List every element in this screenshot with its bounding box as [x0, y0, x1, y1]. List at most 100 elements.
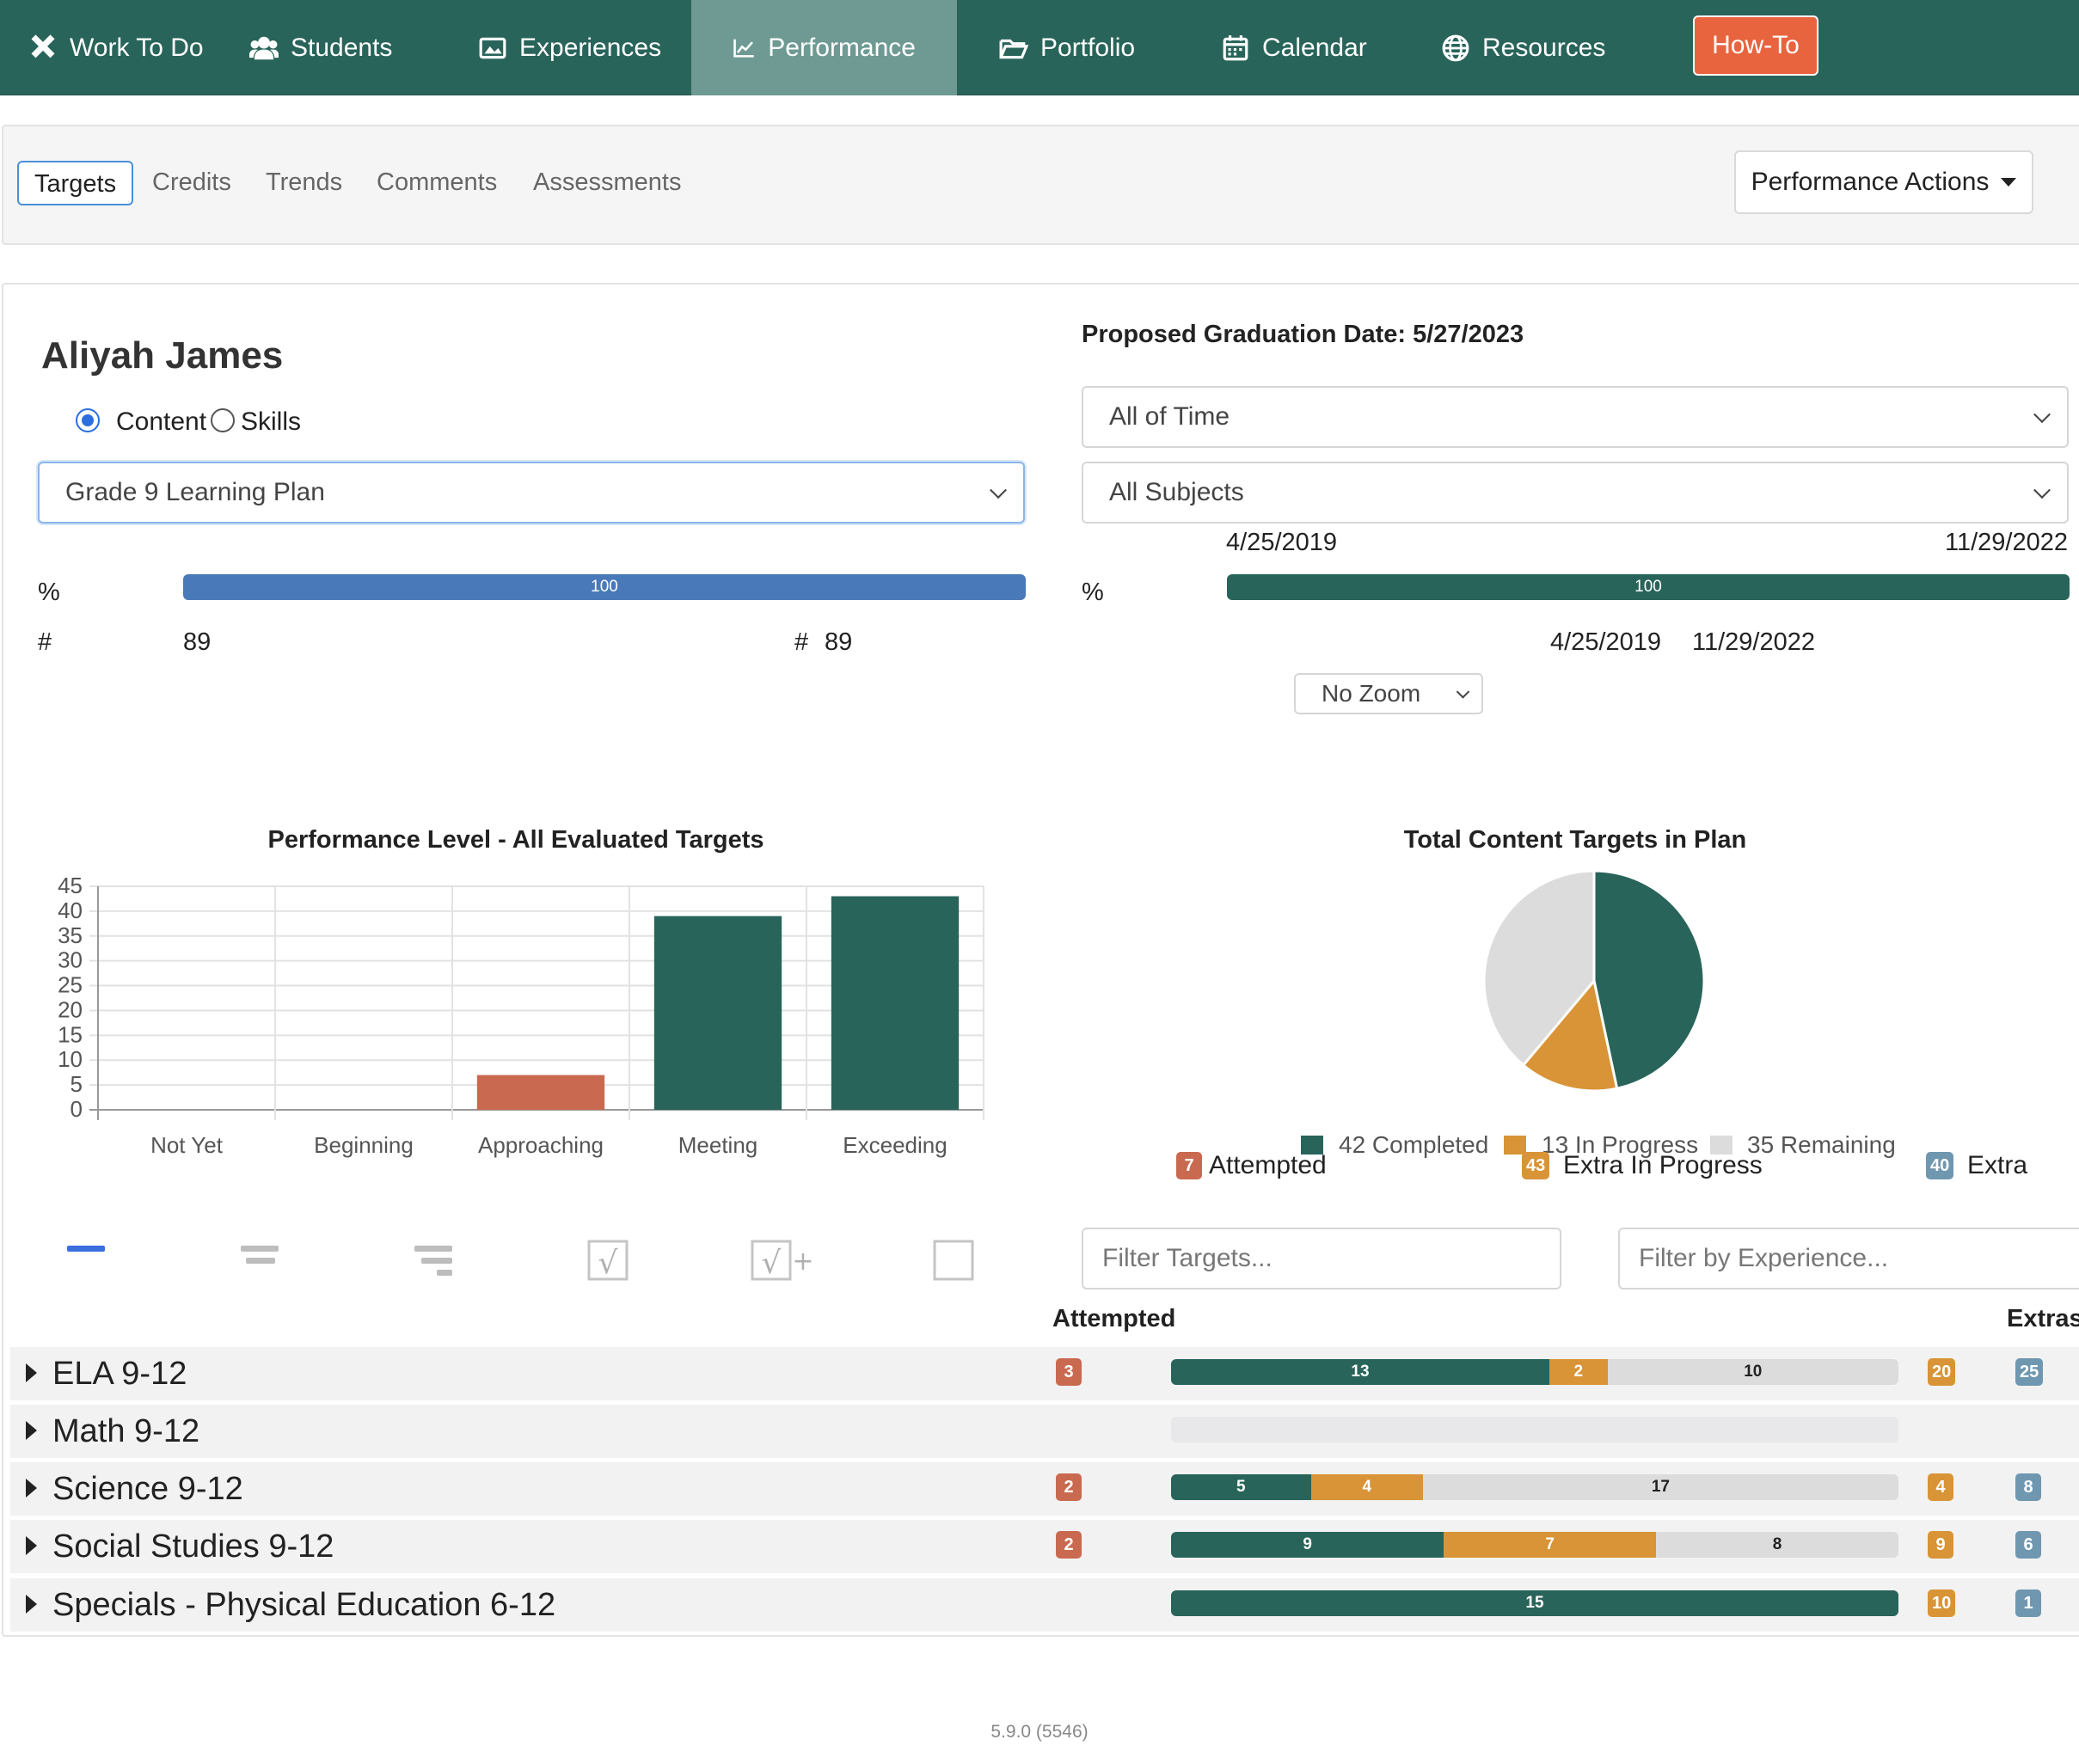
align-single-icon[interactable]	[65, 1240, 108, 1275]
time-progress-value: 100	[1634, 578, 1662, 596]
zoom-select[interactable]: No Zoom	[1294, 673, 1483, 714]
checkbox-root-plus-icon[interactable]: √ +	[750, 1239, 819, 1283]
tab-credits[interactable]: Credits	[152, 168, 231, 196]
extras-header: Extras	[2007, 1305, 2079, 1332]
content-radio[interactable]	[76, 408, 100, 432]
x-tick-label: Approaching	[478, 1132, 604, 1158]
nav-label: Performance	[768, 33, 916, 62]
legend-swatch-completed	[1301, 1136, 1323, 1155]
bar-approaching[interactable]	[476, 1075, 605, 1110]
nav-portfolio[interactable]: Portfolio	[999, 0, 1135, 95]
segment-completed: 9	[1171, 1532, 1444, 1558]
empty-checkbox-icon[interactable]	[932, 1239, 977, 1283]
time-range-select[interactable]: All of Time	[1082, 386, 2069, 448]
calendar-icon	[1223, 34, 1248, 60]
align-double-icon[interactable]	[237, 1240, 280, 1275]
align-triple-icon[interactable]	[411, 1240, 454, 1280]
learning-plan-select[interactable]: Grade 9 Learning Plan	[38, 462, 1025, 524]
x-tick-label: Beginning	[314, 1132, 414, 1158]
percent-label: %	[38, 579, 60, 606]
subject-select[interactable]: All Subjects	[1082, 462, 2069, 524]
y-tick-label: 10	[58, 1046, 83, 1072]
nav-experiences[interactable]: Experiences	[478, 0, 661, 95]
nav-performance[interactable]: Performance	[691, 0, 957, 95]
tab-comments[interactable]: Comments	[377, 168, 498, 196]
chart-line-icon	[733, 39, 754, 58]
skills-radio[interactable]	[211, 408, 235, 432]
extra-in-progress-label: Extra In Progress	[1563, 1151, 1763, 1179]
plan-progress-value: 100	[591, 578, 618, 596]
pie-slice-remaining[interactable]	[1482, 869, 1596, 1068]
attempted-count-badge: 3	[1056, 1358, 1082, 1386]
caret-right-icon[interactable]	[26, 1536, 37, 1555]
count-right-value: 89	[825, 628, 853, 656]
y-tick-label: 0	[71, 1096, 83, 1122]
caret-right-icon[interactable]	[26, 1363, 37, 1382]
time-progress-bar: 100	[1227, 574, 2070, 600]
how-to-button[interactable]: How-To	[1693, 15, 1818, 76]
subject-name: ELA 9-12	[52, 1356, 187, 1392]
range-end-date-2: 11/29/2022	[1692, 628, 1815, 656]
extra-label: Extra	[1967, 1151, 2028, 1179]
y-tick-label: 35	[58, 922, 83, 948]
tab-assessments[interactable]: Assessments	[533, 168, 682, 196]
subject-row[interactable]: Specials - Physical Education 6-12 15 10 1	[10, 1578, 2079, 1632]
nav-calendar[interactable]: Calendar	[1221, 0, 1367, 95]
tab-targets[interactable]: Targets	[17, 161, 134, 205]
subject-row[interactable]: Science 9-12 2 5 4 17 4 8	[10, 1462, 2079, 1516]
extra-count-badge: 1	[2015, 1589, 2041, 1617]
extra-in-progress-count-badge: 20	[1928, 1358, 1956, 1386]
tab-trends[interactable]: Trends	[266, 168, 343, 196]
checkbox-root-icon[interactable]: √	[586, 1239, 631, 1283]
attempted-header: Attempted	[1052, 1305, 1176, 1332]
student-name: Aliyah James	[41, 334, 284, 377]
filter-experience-input[interactable]: Filter by Experience...	[1618, 1228, 2079, 1289]
segment-in-progress: 2	[1549, 1359, 1608, 1385]
pie-slice-in-progress[interactable]	[1521, 977, 1619, 1093]
nav-students[interactable]: Students	[249, 0, 392, 95]
legend-swatch-remaining	[1710, 1136, 1732, 1155]
caret-right-icon[interactable]	[26, 1595, 37, 1614]
subject-row[interactable]: Math 9-12	[10, 1405, 2079, 1458]
chevron-down-icon	[1456, 685, 1470, 699]
folder-open-icon	[999, 39, 1028, 58]
y-tick-label: 20	[58, 996, 83, 1022]
caret-down-icon	[2001, 178, 2017, 187]
filter-targets-input[interactable]: Filter Targets...	[1082, 1228, 1561, 1289]
nav-work-to-do[interactable]: Work To Do	[28, 0, 204, 95]
y-tick-label: 30	[58, 947, 83, 973]
nav-resources[interactable]: Resources	[1441, 0, 1605, 95]
y-tick-label: 25	[58, 972, 83, 998]
subject-row[interactable]: Social Studies 9-12 2 9 7 8 9 6	[10, 1520, 2079, 1573]
pie-chart-title: Total Content Targets in Plan	[1403, 826, 1747, 854]
subject-progress-bar: 13 2 10	[1171, 1359, 1898, 1385]
caret-right-icon[interactable]	[26, 1421, 37, 1440]
bar-chart-title: Performance Level - All Evaluated Target…	[267, 826, 764, 854]
graduation-date: Proposed Graduation Date: 5/27/2023	[1082, 321, 1524, 349]
zoom-value: No Zoom	[1322, 680, 1421, 707]
y-tick-label: 40	[58, 897, 83, 923]
percent-label-right: %	[1082, 579, 1104, 606]
segment-remaining: 10	[1607, 1359, 1898, 1385]
pie-slice-completed[interactable]	[1592, 869, 1706, 1090]
nav-label: Experiences	[519, 33, 662, 62]
image-icon	[479, 37, 506, 58]
extra-count-badge: 6	[2015, 1531, 2041, 1559]
performance-actions-button[interactable]: Performance Actions	[1734, 150, 2033, 214]
legend-swatch-in-progress	[1504, 1136, 1526, 1155]
y-tick-label: 45	[58, 878, 83, 898]
bar-meeting[interactable]	[653, 916, 782, 1110]
graduation-label: Proposed Graduation Date:	[1082, 321, 1407, 348]
bar-exceeding[interactable]	[831, 896, 960, 1110]
attempted-count-badge: 2	[1056, 1473, 1082, 1501]
x-tick-label: Exceeding	[843, 1132, 947, 1158]
subject-progress-bar	[1171, 1417, 1898, 1442]
performance-subtabs: Targets Credits Trends Comments Assessme…	[2, 125, 2079, 245]
caret-right-icon[interactable]	[26, 1479, 37, 1498]
subject-row[interactable]: ELA 9-12 3 13 2 10 20 25	[10, 1347, 2079, 1400]
pie-legend: 42 Completed 13 In Progress 35 Remaining	[1301, 1131, 1920, 1162]
subject-progress-bar: 15	[1171, 1590, 1898, 1616]
attempted-label: Attempted	[1209, 1151, 1327, 1179]
